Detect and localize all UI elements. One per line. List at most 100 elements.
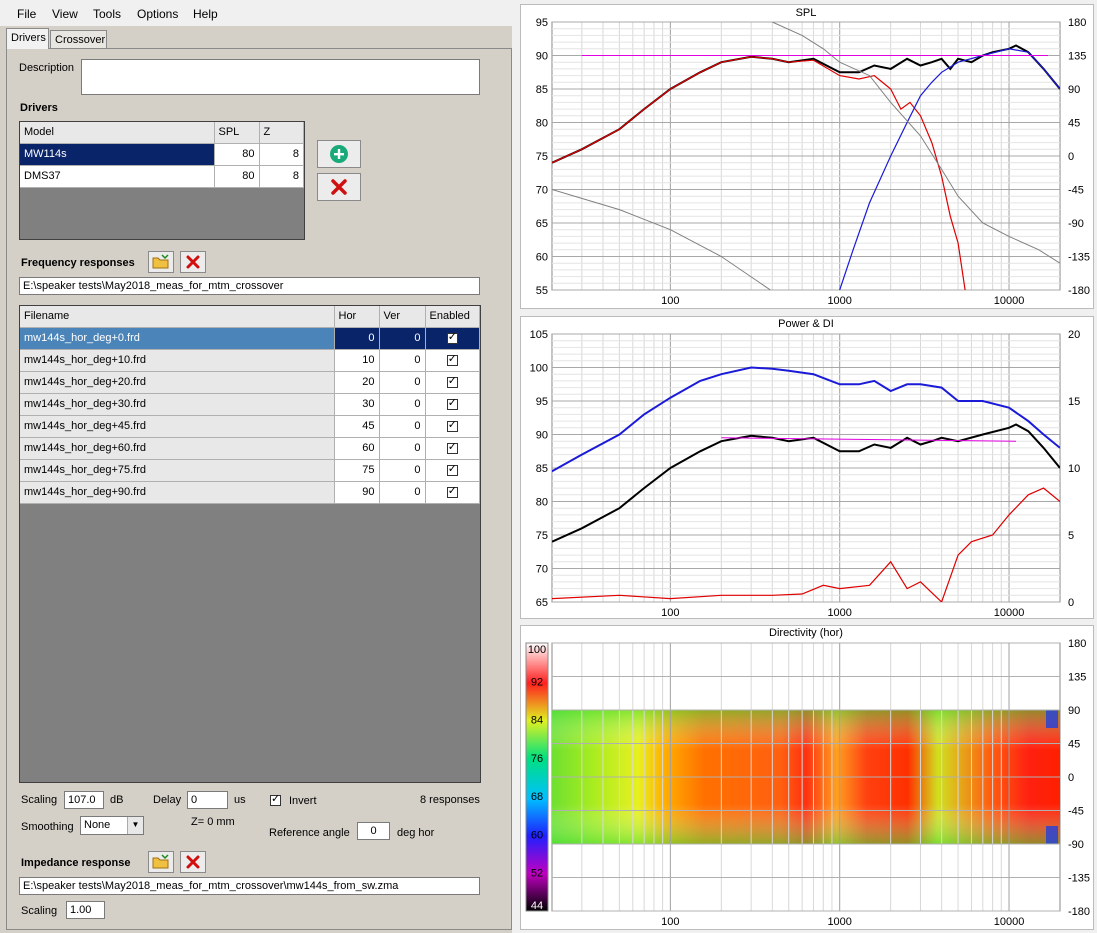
table-row[interactable]: mw144s_hor_deg+0.frd 0 0: [20, 327, 480, 350]
heatmap-blue-spot: [1046, 710, 1058, 728]
description-input[interactable]: [81, 59, 480, 95]
freq-ver[interactable]: 0: [379, 415, 426, 438]
enabled-checkbox[interactable]: [446, 419, 458, 432]
col-filename[interactable]: Filename: [20, 306, 335, 328]
tab-crossover[interactable]: Crossover: [50, 30, 107, 49]
col-enabled[interactable]: Enabled: [425, 306, 480, 328]
description-label: Description: [19, 62, 75, 74]
driver-spl[interactable]: 80: [214, 143, 260, 166]
invert-checkbox[interactable]: [270, 793, 281, 806]
spl-chart-title: SPL: [795, 7, 817, 19]
menu-file[interactable]: File: [17, 7, 37, 21]
freq-hor[interactable]: 45: [334, 415, 380, 438]
enabled-checkbox[interactable]: [446, 353, 458, 366]
table-row[interactable]: mw144s_hor_deg+45.frd 45 0: [20, 415, 480, 438]
freq-hor[interactable]: 60: [334, 437, 380, 460]
enabled-checkbox[interactable]: [446, 397, 458, 410]
freq-ver[interactable]: 0: [379, 481, 426, 504]
table-row[interactable]: DMS37 80 8: [20, 165, 304, 188]
colorbar-tick-label: 76: [531, 753, 543, 765]
x-tick-label: 1000: [827, 295, 851, 307]
freq-hor[interactable]: 0: [334, 327, 380, 350]
freq-filename[interactable]: mw144s_hor_deg+45.frd: [20, 415, 335, 438]
freq-hor[interactable]: 20: [334, 371, 380, 394]
driver-z[interactable]: 8: [259, 143, 304, 166]
freq-filename[interactable]: mw144s_hor_deg+0.frd: [20, 327, 335, 350]
freq-enabled-cell: [425, 327, 480, 350]
driver-model[interactable]: MW114s: [20, 143, 215, 166]
imp-scaling-input[interactable]: 1.00: [66, 901, 105, 919]
series-line-black: [552, 423, 1060, 543]
col-z[interactable]: Z: [259, 122, 304, 144]
open-impedance-button[interactable]: [148, 851, 174, 873]
ref-angle-label: Reference angle: [269, 827, 350, 839]
folder-icon: [152, 254, 169, 269]
open-freq-button[interactable]: [148, 251, 174, 273]
enabled-checkbox[interactable]: [446, 331, 458, 344]
remove-impedance-button[interactable]: [180, 851, 206, 873]
freq-hor[interactable]: 90: [334, 481, 380, 504]
delay-input[interactable]: 0: [187, 791, 228, 809]
table-row[interactable]: mw144s_hor_deg+60.frd 60 0: [20, 437, 480, 460]
freq-path-input[interactable]: E:\speaker tests\May2018_meas_for_mtm_cr…: [19, 277, 480, 295]
menu-options[interactable]: Options: [137, 7, 179, 21]
col-hor[interactable]: Hor: [334, 306, 380, 328]
y-tick-label: 75: [536, 151, 548, 163]
table-row[interactable]: mw144s_hor_deg+30.frd 30 0: [20, 393, 480, 416]
table-row[interactable]: mw144s_hor_deg+10.frd 10 0: [20, 349, 480, 372]
freq-ver[interactable]: 0: [379, 349, 426, 372]
col-ver[interactable]: Ver: [379, 306, 426, 328]
freq-filename[interactable]: mw144s_hor_deg+10.frd: [20, 349, 335, 372]
freq-filename[interactable]: mw144s_hor_deg+60.frd: [20, 437, 335, 460]
enabled-checkbox[interactable]: [446, 485, 458, 498]
freq-filename[interactable]: mw144s_hor_deg+90.frd: [20, 481, 335, 504]
freq-ver[interactable]: 0: [379, 393, 426, 416]
y2-tick-label: 90: [1068, 84, 1080, 96]
freq-hor[interactable]: 75: [334, 459, 380, 482]
col-model[interactable]: Model: [20, 122, 215, 144]
menu-help[interactable]: Help: [193, 7, 218, 21]
freq-ver[interactable]: 0: [379, 437, 426, 460]
freq-filename[interactable]: mw144s_hor_deg+75.frd: [20, 459, 335, 482]
freq-ver[interactable]: 0: [379, 371, 426, 394]
enabled-checkbox[interactable]: [446, 375, 458, 388]
y-tick-label: 90: [536, 51, 548, 63]
ref-angle-input[interactable]: 0: [357, 822, 390, 840]
enabled-checkbox[interactable]: [446, 463, 458, 476]
impedance-heading: Impedance response: [21, 857, 131, 869]
table-row[interactable]: mw144s_hor_deg+90.frd 90 0: [20, 481, 480, 504]
remove-freq-button[interactable]: [180, 251, 206, 273]
driver-z[interactable]: 8: [259, 165, 304, 188]
x-tick-label: 100: [661, 295, 679, 307]
y-tick-label: -135: [1068, 873, 1090, 885]
add-driver-button[interactable]: [317, 140, 361, 168]
drivers-table: Model SPL Z MW114s 80 8 DMS37 80 8: [19, 121, 305, 240]
freq-hor[interactable]: 10: [334, 349, 380, 372]
y-tick-label: 65: [536, 597, 548, 609]
series-line-red: [552, 56, 966, 290]
freq-filename[interactable]: mw144s_hor_deg+20.frd: [20, 371, 335, 394]
table-row[interactable]: MW114s 80 8: [20, 143, 304, 166]
scaling-input[interactable]: 107.0: [64, 791, 104, 809]
driver-model[interactable]: DMS37: [20, 165, 215, 188]
freq-ver[interactable]: 0: [379, 459, 426, 482]
tab-drivers[interactable]: Drivers: [6, 28, 49, 49]
smoothing-select[interactable]: None ▼: [80, 816, 144, 835]
table-row[interactable]: mw144s_hor_deg+75.frd 75 0: [20, 459, 480, 482]
plus-icon: [330, 145, 348, 163]
enabled-checkbox[interactable]: [446, 441, 458, 454]
remove-driver-button[interactable]: [317, 173, 361, 201]
menu-view[interactable]: View: [52, 7, 78, 21]
table-row[interactable]: mw144s_hor_deg+20.frd 20 0: [20, 371, 480, 394]
impedance-path-input[interactable]: E:\speaker tests\May2018_meas_for_mtm_cr…: [19, 877, 480, 895]
freq-hor[interactable]: 30: [334, 393, 380, 416]
y-tick-label: 90: [1068, 705, 1080, 717]
freq-ver[interactable]: 0: [379, 327, 426, 350]
y2-tick-label: -90: [1068, 218, 1084, 230]
col-spl[interactable]: SPL: [214, 122, 260, 144]
freq-filename[interactable]: mw144s_hor_deg+30.frd: [20, 393, 335, 416]
y-tick-label: 0: [1068, 772, 1074, 784]
series-line-gray: [772, 22, 1060, 264]
menu-tools[interactable]: Tools: [93, 7, 122, 21]
driver-spl[interactable]: 80: [214, 165, 260, 188]
